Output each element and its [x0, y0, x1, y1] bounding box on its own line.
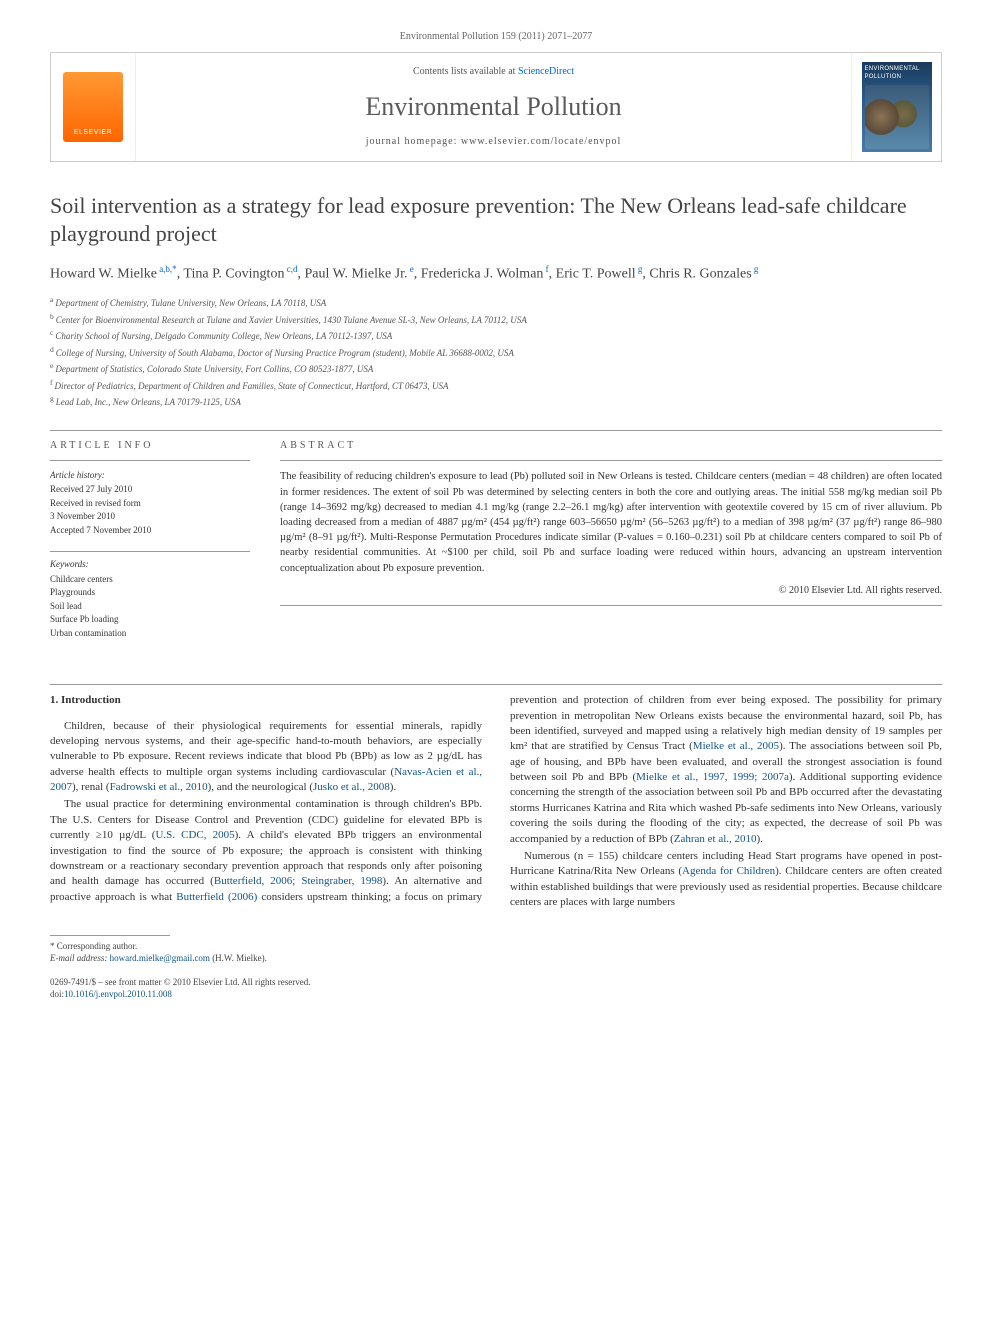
affiliation-e: eDepartment of Statistics, Colorado Stat…: [50, 360, 942, 377]
divider: [50, 430, 942, 431]
homepage-prefix: journal homepage:: [366, 136, 461, 147]
article-history-block: Article history: Received 27 July 2010 R…: [50, 469, 250, 537]
divider: [280, 605, 942, 606]
journal-reference: Environmental Pollution 159 (2011) 2071–…: [50, 30, 942, 44]
elsevier-logo-text: ELSEVIER: [74, 128, 112, 137]
article-title: Soil intervention as a strategy for lead…: [50, 192, 942, 249]
corresponding-author-label: * Corresponding author.: [50, 940, 942, 952]
contents-available-line: Contents lists available at ScienceDirec…: [146, 65, 841, 79]
history-label: Article history:: [50, 469, 250, 481]
keyword: Surface Pb loading: [50, 613, 250, 627]
abstract-copyright: © 2010 Elsevier Ltd. All rights reserved…: [280, 584, 942, 598]
citation-link[interactable]: Fadrowski et al., 2010: [110, 781, 208, 793]
doi-line: doi:10.1016/j.envpol.2010.11.008: [50, 988, 942, 1000]
corresponding-email-line: E-mail address: howard.mielke@gmail.com …: [50, 952, 942, 964]
sciencedirect-link[interactable]: ScienceDirect: [518, 66, 574, 77]
journal-header: ELSEVIER Contents lists available at Sci…: [50, 52, 942, 162]
divider: [50, 684, 942, 685]
article-info-column: ARTICLE INFO Article history: Received 2…: [50, 439, 250, 654]
divider: [50, 460, 250, 461]
keywords-lines: Childcare centers Playgrounds Soil lead …: [50, 573, 250, 641]
citation-link[interactable]: Mielke et al., 2005: [693, 740, 779, 752]
history-lines: Received 27 July 2010 Received in revise…: [50, 483, 250, 537]
affiliation-a: aDepartment of Chemistry, Tulane Univers…: [50, 294, 942, 311]
email-link[interactable]: howard.mielke@gmail.com: [110, 953, 210, 963]
article-info-heading: ARTICLE INFO: [50, 439, 250, 453]
doi-block: 0269-7491/$ – see front matter © 2010 El…: [50, 976, 942, 1000]
affiliation-g: gLead Lab, Inc., New Orleans, LA 70179-1…: [50, 393, 942, 410]
homepage-url: www.elsevier.com/locate/envpol: [461, 136, 621, 147]
keyword: Urban contamination: [50, 627, 250, 641]
keyword: Playgrounds: [50, 586, 250, 600]
elsevier-logo: ELSEVIER: [63, 72, 123, 142]
citation-link[interactable]: Jusko et al., 2008: [313, 781, 390, 793]
publisher-logo-cell: ELSEVIER: [51, 53, 136, 161]
affiliations-list: aDepartment of Chemistry, Tulane Univers…: [50, 294, 942, 410]
article-body: 1. Introduction Children, because of the…: [50, 693, 942, 910]
abstract-text: The feasibility of reducing children's e…: [280, 469, 942, 576]
issn-line: 0269-7491/$ – see front matter © 2010 El…: [50, 976, 942, 988]
citation-link[interactable]: Zahran et al., 2010: [674, 833, 757, 845]
divider: [280, 460, 942, 461]
history-line: Received 27 July 2010: [50, 483, 250, 497]
affiliation-b: bCenter for Bioenvironmental Research at…: [50, 311, 942, 328]
keyword: Soil lead: [50, 600, 250, 614]
body-paragraph: Numerous (n = 155) childcare centers inc…: [510, 849, 942, 911]
history-line: Accepted 7 November 2010: [50, 524, 250, 538]
citation-link[interactable]: Butterfield, 2006; Steingraber,: [214, 875, 355, 887]
cover-title: ENVIRONMENTAL POLLUTION: [865, 65, 929, 81]
divider: [50, 551, 250, 552]
contents-prefix: Contents lists available at: [413, 66, 518, 77]
journal-cover-cell: ENVIRONMENTAL POLLUTION: [851, 53, 941, 161]
body-paragraph: Children, because of their physiological…: [50, 719, 482, 796]
info-abstract-row: ARTICLE INFO Article history: Received 2…: [50, 439, 942, 654]
doi-link[interactable]: 10.1016/j.envpol.2010.11.008: [64, 989, 172, 999]
journal-cover-thumbnail: ENVIRONMENTAL POLLUTION: [862, 62, 932, 152]
keywords-block: Keywords: Childcare centers Playgrounds …: [50, 551, 250, 640]
affiliation-d: dCollege of Nursing, University of South…: [50, 344, 942, 361]
citation-link[interactable]: U.S. CDC, 2005: [155, 829, 234, 841]
affiliation-f: fDirector of Pediatrics, Department of C…: [50, 377, 942, 394]
citation-link[interactable]: 1998: [360, 875, 382, 887]
section-heading: 1. Introduction: [50, 693, 482, 708]
abstract-heading: ABSTRACT: [280, 439, 942, 453]
keywords-label: Keywords:: [50, 558, 250, 570]
article-footer: * Corresponding author. E-mail address: …: [50, 935, 942, 1001]
history-line: Received in revised form: [50, 497, 250, 511]
citation-link[interactable]: Agenda for Children: [682, 865, 775, 877]
affiliation-c: cCharity School of Nursing, Delgado Comm…: [50, 327, 942, 344]
abstract-column: ABSTRACT The feasibility of reducing chi…: [280, 439, 942, 654]
journal-header-center: Contents lists available at ScienceDirec…: [136, 53, 851, 161]
authors-list: Howard W. Mielke a,b,*, Tina P. Covingto…: [50, 263, 942, 285]
history-line: 3 November 2010: [50, 510, 250, 524]
citation-link[interactable]: Butterfield (2006): [176, 891, 257, 903]
footnote-rule: [50, 935, 170, 936]
keyword: Childcare centers: [50, 573, 250, 587]
citation-link[interactable]: Mielke et al., 1997, 1999; 2007a: [636, 771, 789, 783]
journal-homepage-line: journal homepage: www.elsevier.com/locat…: [146, 135, 841, 149]
cover-image: [865, 85, 929, 149]
journal-name: Environmental Pollution: [146, 89, 841, 124]
